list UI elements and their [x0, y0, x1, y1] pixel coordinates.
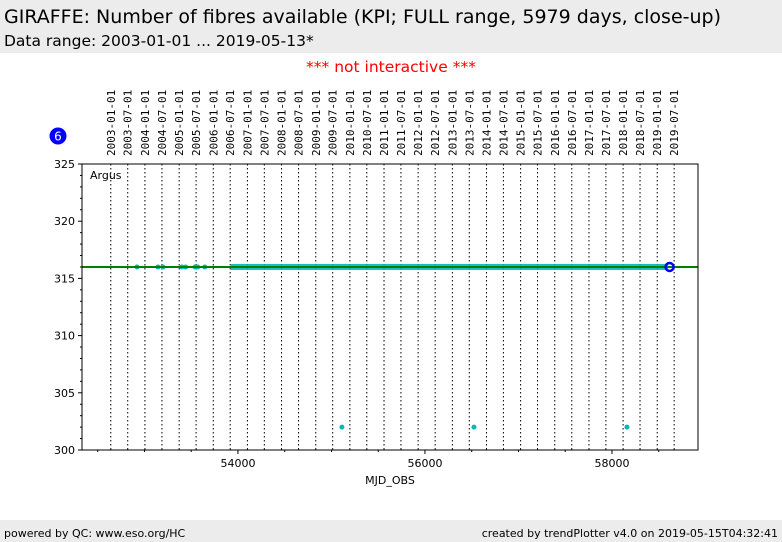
date-label: 2004-07-01: [156, 90, 169, 156]
date-label: 2015-01-01: [515, 90, 528, 156]
date-label: 2008-07-01: [293, 90, 306, 156]
date-label: 2015-07-01: [532, 90, 545, 156]
not-interactive-notice: *** not interactive ***: [306, 58, 476, 76]
date-label: 2004-01-01: [139, 90, 152, 156]
date-label: 2007-07-01: [258, 90, 271, 156]
date-label: 2012-01-01: [412, 90, 425, 156]
date-label: 2017-01-01: [583, 90, 596, 156]
date-label: 2005-07-01: [190, 90, 203, 156]
date-label: 2009-07-01: [327, 90, 340, 156]
footer-right: created by trendPlotter v4.0 on 2019-05-…: [481, 527, 778, 540]
date-label: 2011-01-01: [378, 90, 391, 156]
date-label: 2018-07-01: [634, 90, 647, 156]
date-label: 2016-07-01: [566, 90, 579, 156]
data-range: Data range: 2003-01-01 ... 2019-05-13*: [4, 32, 314, 50]
y-tick-label: 325: [54, 158, 75, 171]
date-label: 2008-01-01: [276, 90, 289, 156]
date-label: 2014-01-01: [480, 90, 493, 156]
footer-left: powered by QC: www.eso.org/HC: [4, 527, 186, 540]
date-label: 2019-01-01: [651, 90, 664, 156]
date-label: 2019-07-01: [668, 90, 681, 156]
date-label: 2003-07-01: [122, 90, 135, 156]
y-tick-label: 305: [54, 387, 75, 400]
data-point: [339, 424, 345, 430]
data-point: [624, 424, 630, 430]
footer: powered by QC: www.eso.org/HC created by…: [0, 520, 782, 542]
x-axis-label: MJD_OBS: [365, 474, 415, 487]
date-label: 2017-07-01: [600, 90, 613, 156]
date-label: 2005-01-01: [173, 90, 186, 156]
date-label: 2009-01-01: [310, 90, 323, 156]
plot-frame: [81, 163, 699, 451]
date-label: 2014-07-01: [497, 90, 510, 156]
data-point: [471, 424, 477, 430]
date-label: 2006-07-01: [224, 90, 237, 156]
date-label: 2012-07-01: [429, 90, 442, 156]
series-label: Argus: [90, 169, 122, 182]
date-label: 2010-07-01: [361, 90, 374, 156]
date-label: 2013-07-01: [463, 90, 476, 156]
header: GIRAFFE: Number of fibres available (KPI…: [0, 0, 782, 53]
date-label: 2010-01-01: [344, 90, 357, 156]
y-tick-label: 310: [54, 330, 75, 343]
date-label: 2011-07-01: [395, 90, 408, 156]
date-label: 2018-01-01: [617, 90, 630, 156]
date-label: 2007-01-01: [241, 90, 254, 156]
date-label: 2003-01-01: [105, 90, 118, 156]
date-label: 2006-01-01: [207, 90, 220, 156]
chart-title: GIRAFFE: Number of fibres available (KPI…: [4, 6, 721, 28]
chart: 2003-01-01 2003-07-01 2004-01-01 2004-07-01…: [49, 90, 699, 487]
y-tick-label: 300: [54, 444, 75, 457]
x-tick-label: 56000: [407, 457, 442, 470]
badge-number: 6: [54, 130, 62, 144]
last-point: [664, 261, 675, 273]
x-tick-label: 58000: [594, 457, 629, 470]
date-label: 2016-01-01: [549, 90, 562, 156]
y-tick-label: 320: [54, 215, 75, 228]
badge-circle: [49, 127, 67, 145]
date-label: 2013-01-01: [446, 90, 459, 156]
x-tick-label: 54000: [220, 457, 255, 470]
y-tick-label: 315: [54, 272, 75, 285]
